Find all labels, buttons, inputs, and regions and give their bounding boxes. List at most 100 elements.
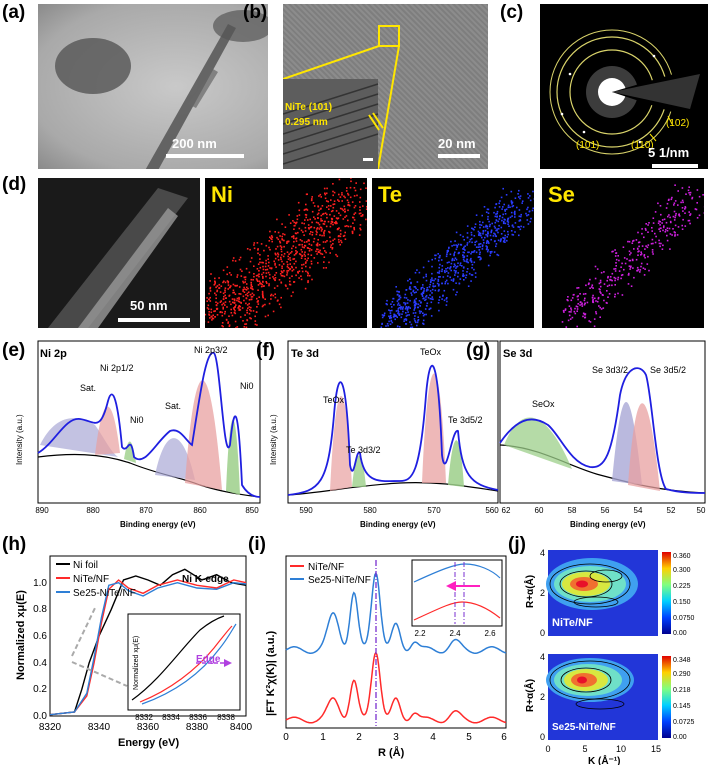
- eds-dot: [354, 189, 357, 192]
- cbar1-tick: 0.300: [673, 567, 691, 574]
- eds-dot: [478, 256, 480, 258]
- eds-dot: [618, 259, 620, 262]
- eds-dot: [248, 299, 251, 301]
- eds-dot: [595, 312, 598, 315]
- scale-text-c: 5 1/nm: [648, 145, 690, 160]
- eds-dot: [614, 270, 617, 272]
- eds-dot: [232, 259, 234, 262]
- eds-dot: [214, 277, 216, 280]
- eds-dot: [295, 266, 297, 269]
- eds-dot: [481, 236, 483, 239]
- eds-dot: [517, 193, 519, 195]
- eds-dot: [226, 266, 229, 268]
- eds-dot: [288, 214, 290, 216]
- eds-dot: [463, 255, 466, 258]
- eds-dot: [222, 269, 225, 272]
- eds-dot: [283, 239, 285, 242]
- ring-label-101: (101): [576, 140, 600, 151]
- eds-dot: [617, 276, 620, 279]
- eds-dot: [353, 206, 356, 209]
- xanes-xlabel: Energy (eV): [118, 737, 179, 749]
- eds-dot: [426, 289, 428, 291]
- eds-dot: [606, 279, 608, 282]
- eds-dot: [395, 286, 397, 288]
- eds-dot: [287, 258, 290, 260]
- eds-dot: [358, 234, 361, 236]
- eds-dot: [530, 217, 532, 220]
- eds-dot: [317, 239, 319, 241]
- eds-dot: [490, 231, 493, 233]
- eds-dot: [350, 225, 352, 228]
- eds-dot: [681, 228, 684, 230]
- scale-bar-c: [652, 164, 698, 168]
- eds-dot: [652, 217, 655, 219]
- eds-dot: [479, 226, 481, 229]
- eds-dot: [511, 203, 513, 205]
- eds-dot: [672, 228, 674, 230]
- eds-dot: [316, 244, 319, 247]
- eds-dot: [409, 326, 412, 328]
- eds-dot: [468, 251, 470, 254]
- eds-dot: [317, 217, 319, 219]
- eds-dot: [639, 271, 641, 273]
- eds-dot: [647, 231, 649, 233]
- eds-dot: [434, 254, 436, 257]
- eds-dot: [283, 253, 286, 255]
- eds-dot: [437, 278, 440, 281]
- eds-dot: [445, 268, 447, 270]
- eds-dot: [239, 293, 242, 295]
- eds-dot: [250, 298, 253, 301]
- eds-dot: [294, 224, 296, 227]
- eds-dot: [280, 270, 283, 272]
- eds-dot: [347, 201, 350, 204]
- eds-dot: [425, 290, 428, 292]
- eds-dot: [503, 237, 505, 240]
- eds-dot: [398, 294, 401, 297]
- eds-dot: [470, 234, 473, 236]
- xanes-ytick: 0.6: [33, 631, 47, 642]
- eds-dot: [293, 281, 296, 283]
- eds-dot: [301, 255, 303, 257]
- lattice-plane-label: NiTe (101): [285, 102, 333, 113]
- eds-dot: [279, 240, 281, 243]
- eds-dot: [467, 261, 469, 264]
- eds-dot: [428, 308, 431, 311]
- eds-dot: [228, 272, 231, 274]
- eds-dot: [496, 253, 498, 256]
- eds-dot: [425, 279, 428, 282]
- eds-dot: [490, 229, 493, 232]
- eds-dot: [568, 311, 571, 313]
- eds-dot: [266, 282, 268, 284]
- eds-dot: [238, 308, 241, 310]
- eds-dot: [689, 191, 692, 194]
- eds-dot: [494, 233, 496, 235]
- eds-dot: [470, 260, 473, 262]
- eds-dot: [503, 203, 505, 206]
- eds-dot: [521, 200, 524, 202]
- eds-dot: [246, 309, 248, 312]
- eds-dot: [303, 253, 306, 256]
- eds-dot: [289, 257, 291, 259]
- eds-dot: [452, 278, 455, 280]
- eds-dot: [270, 298, 272, 300]
- eds-dot: [250, 257, 253, 259]
- eds-dot: [319, 193, 322, 196]
- eds-dot: [214, 292, 216, 295]
- eds-dot: [467, 285, 470, 287]
- exafs-xtick: 4: [430, 732, 436, 743]
- eds-dot: [344, 196, 346, 199]
- eds-dot: [431, 288, 434, 291]
- eds-dot: [403, 320, 405, 322]
- eds-dot: [332, 190, 334, 193]
- eds-dot: [519, 228, 522, 231]
- eds-dot: [315, 244, 318, 246]
- eds-dot: [222, 308, 224, 310]
- exafs-inset-tick: 2.6: [484, 629, 496, 638]
- eds-dot: [325, 267, 327, 269]
- eds-dot: [256, 280, 259, 282]
- eds-dot: [429, 283, 431, 286]
- eds-dot: [688, 211, 690, 213]
- eds-dot: [404, 303, 407, 306]
- eds-dot: [688, 186, 690, 188]
- eds-dot: [614, 255, 617, 257]
